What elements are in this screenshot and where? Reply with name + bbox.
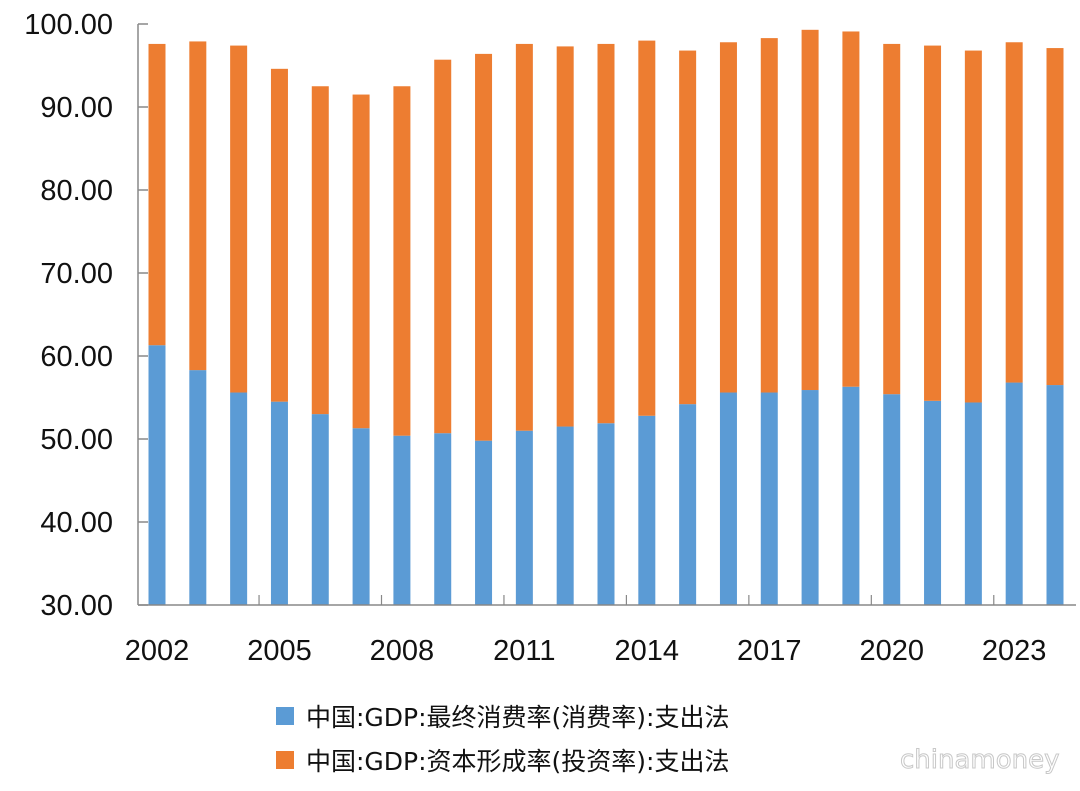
x-tick-label: 2008 <box>370 635 435 667</box>
bar-consumption-2009 <box>434 433 452 605</box>
bar-consumption-2007 <box>352 428 370 605</box>
y-tick-label: 100.00 <box>24 9 113 41</box>
bar-consumption-2014 <box>638 415 656 605</box>
bar-investment-2022 <box>964 50 982 403</box>
legend-item-consumption: 中国:GDP:最终消费率(消费率):支出法 <box>276 694 729 738</box>
bar-investment-2002 <box>148 43 166 346</box>
bar-consumption-2011 <box>515 430 533 605</box>
bar-investment-2011 <box>515 43 533 431</box>
bar-consumption-2017 <box>760 392 778 605</box>
stacked-bar-chart: 30.00 40.00 50.00 60.00 70.00 80.00 90.00 100.0… <box>24 9 1076 667</box>
bar-consumption-2019 <box>842 386 860 605</box>
y-tick-label: 90.00 <box>40 92 113 124</box>
bar-consumption-2005 <box>270 401 288 605</box>
y-tick-label: 60.00 <box>40 341 113 373</box>
watermark: chinamoney <box>900 745 1061 776</box>
bar-investment-2015 <box>679 50 697 405</box>
legend-label-consumption: 中国:GDP:最终消费率(消费率):支出法 <box>306 703 730 732</box>
bar-consumption-2022 <box>964 402 982 605</box>
bars <box>148 29 1064 605</box>
legend: 中国:GDP:最终消费率(消费率):支出法 中国:GDP:资本形成率(投资率):… <box>276 694 729 782</box>
x-tick-label: 2002 <box>125 635 190 667</box>
bar-consumption-2012 <box>556 426 574 605</box>
legend-swatch-investment <box>276 751 294 769</box>
bar-consumption-2006 <box>311 414 329 605</box>
bar-investment-2010 <box>475 53 493 441</box>
bar-consumption-2008 <box>393 435 411 605</box>
bar-investment-2004 <box>230 45 248 393</box>
bar-investment-2008 <box>393 86 411 436</box>
x-tick-label: 2023 <box>982 635 1047 667</box>
bar-investment-2024 <box>1046 48 1064 386</box>
bar-consumption-2023 <box>1005 382 1023 605</box>
bar-investment-2014 <box>638 40 656 416</box>
y-tick-label: 40.00 <box>40 507 113 539</box>
x-tick-label: 2020 <box>859 635 924 667</box>
bar-consumption-2002 <box>148 345 166 605</box>
y-tick-label: 30.00 <box>40 590 113 622</box>
bar-investment-2016 <box>719 42 737 393</box>
bar-consumption-2016 <box>719 392 737 605</box>
bar-consumption-2015 <box>679 404 697 605</box>
bar-investment-2003 <box>189 41 207 371</box>
y-tick-label: 80.00 <box>40 175 113 207</box>
legend-item-investment: 中国:GDP:资本形成率(投资率):支出法 <box>276 738 729 782</box>
x-tick-label: 2011 <box>493 635 555 667</box>
bar-consumption-2003 <box>189 370 207 605</box>
bar-consumption-2018 <box>801 390 819 605</box>
legend-swatch-consumption <box>276 707 294 725</box>
x-tick-label: 2017 <box>737 635 802 667</box>
bar-consumption-2020 <box>883 394 901 605</box>
bar-investment-2019 <box>842 31 860 387</box>
bar-consumption-2013 <box>597 423 615 605</box>
x-tick-label: 2014 <box>615 635 680 667</box>
bar-investment-2013 <box>597 43 615 424</box>
bar-investment-2007 <box>352 94 370 429</box>
x-tick-label: 2005 <box>247 635 312 667</box>
bar-investment-2020 <box>883 43 901 395</box>
bar-investment-2017 <box>760 38 778 393</box>
y-axis: 30.00 40.00 50.00 60.00 70.00 80.00 90.00 100.0… <box>24 9 148 622</box>
y-tick-label: 70.00 <box>40 258 113 290</box>
bar-consumption-2024 <box>1046 385 1064 605</box>
bar-consumption-2010 <box>475 440 493 605</box>
bar-consumption-2021 <box>924 400 942 605</box>
legend-label-investment: 中国:GDP:资本形成率(投资率):支出法 <box>306 747 730 776</box>
bar-investment-2023 <box>1005 42 1023 383</box>
y-tick-label: 50.00 <box>40 424 113 456</box>
bar-consumption-2004 <box>230 392 248 605</box>
bar-investment-2018 <box>801 29 819 391</box>
bar-investment-2021 <box>924 45 942 401</box>
bar-investment-2005 <box>270 68 288 402</box>
bar-investment-2012 <box>556 46 574 427</box>
x-axis: 2002 2005 2008 2011 2014 2017 2020 2023 <box>125 595 1076 667</box>
bar-investment-2006 <box>311 86 329 415</box>
bar-investment-2009 <box>434 59 452 434</box>
